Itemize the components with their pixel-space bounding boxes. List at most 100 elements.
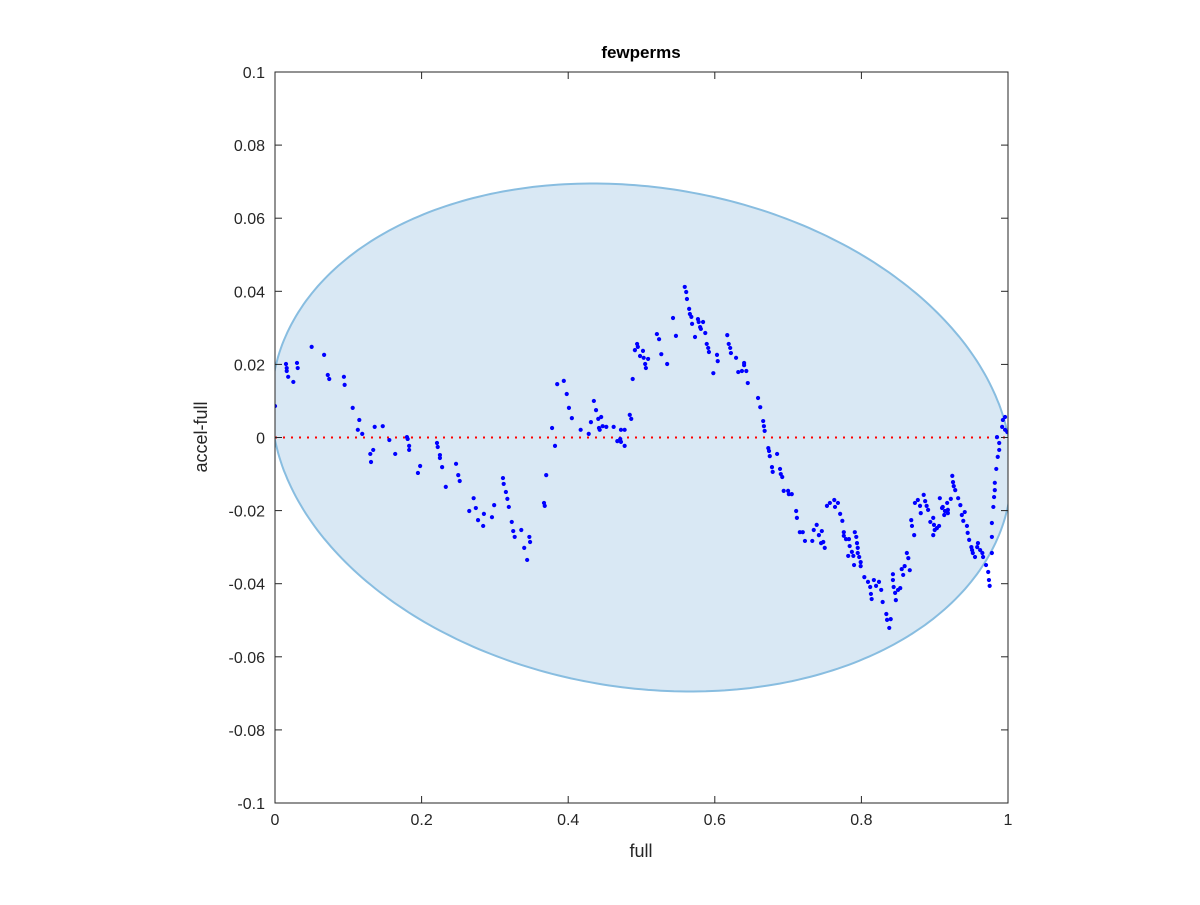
scatter-point — [893, 590, 898, 595]
scatter-point — [989, 550, 994, 556]
scatter-point — [991, 504, 996, 510]
scatter-point — [492, 503, 497, 508]
scatter-point — [703, 330, 708, 336]
scatter-point — [956, 496, 961, 501]
scatter-point — [325, 372, 330, 378]
scatter-point — [604, 424, 609, 430]
scatter-point — [755, 395, 761, 401]
scatter-point — [950, 479, 956, 485]
scatter-point — [851, 553, 856, 559]
scatter-point — [284, 365, 289, 371]
scatter-point — [728, 350, 734, 356]
scatter-point — [786, 492, 791, 497]
scatter-point — [309, 344, 314, 349]
scatter-point — [698, 326, 703, 332]
scatter-point — [857, 554, 862, 560]
scatter-point — [868, 584, 873, 590]
scatter-point — [995, 454, 1000, 459]
y-axis-label: accel-full — [191, 401, 211, 472]
scatter-point — [715, 359, 720, 364]
scatter-point — [407, 443, 412, 449]
scatter-point — [500, 475, 506, 481]
scatter-point — [659, 352, 664, 357]
x-tick-label: 1 — [1004, 812, 1013, 829]
scatter-point — [527, 534, 532, 540]
scatter-point — [862, 575, 867, 580]
scatter-point — [704, 341, 709, 347]
scatter-point — [987, 583, 992, 588]
scatter-point — [673, 333, 679, 338]
scatter-point — [794, 515, 799, 521]
scatter-point — [630, 376, 635, 382]
scatter-point — [891, 584, 896, 590]
scatter-point — [898, 585, 903, 591]
scatter-point — [509, 519, 514, 525]
scatter-point — [854, 534, 859, 540]
scatter-point — [542, 503, 547, 508]
scatter-point — [827, 500, 832, 506]
scatter-point — [994, 435, 1000, 440]
scatter-point — [980, 550, 985, 556]
scatter-point — [387, 437, 392, 443]
scatter-point — [970, 550, 975, 556]
y-tick-label: 0.1 — [243, 65, 265, 82]
scatter-point — [744, 368, 749, 374]
scatter-point — [283, 361, 289, 367]
scatter-point — [858, 564, 863, 569]
scatter-point — [692, 334, 698, 340]
scatter-point — [781, 488, 786, 493]
scatter-point — [294, 360, 300, 366]
scatter-point — [418, 463, 423, 469]
scatter-point — [869, 596, 874, 602]
scatter-point — [611, 424, 616, 430]
scatter-point — [904, 550, 909, 556]
y-tick-label: 0.06 — [234, 211, 265, 228]
y-tick-label: 0.08 — [234, 138, 265, 155]
plot-area — [275, 182, 1008, 693]
scatter-point — [810, 538, 815, 544]
y-tick-label: 0.02 — [234, 357, 265, 374]
scatter-point — [835, 500, 841, 506]
scatter-point — [789, 492, 794, 497]
scatter-point — [434, 440, 440, 446]
scatter-point — [578, 427, 583, 432]
y-tick-label: -0.06 — [229, 650, 266, 667]
scatter-point — [822, 545, 827, 550]
scatter-point — [777, 466, 783, 472]
scatter-point — [907, 568, 912, 573]
scatter-point — [435, 444, 440, 450]
x-tick-label: 0.2 — [410, 812, 432, 829]
scatter-point — [786, 488, 791, 493]
scatter-point — [275, 403, 278, 409]
scatter-point — [991, 494, 997, 500]
scatter-point — [858, 560, 863, 565]
scatter-point — [569, 416, 574, 421]
scatter-point — [622, 443, 627, 449]
scatter-point — [902, 564, 907, 569]
scatter-point — [489, 515, 495, 520]
scatter-point — [736, 369, 741, 375]
scatter-point — [682, 284, 687, 290]
scatter-point — [544, 473, 549, 478]
scatter-point — [992, 488, 997, 493]
scatter-point — [471, 496, 476, 501]
scatter-point — [923, 498, 928, 504]
scatter-point — [706, 345, 711, 351]
scatter-point — [893, 598, 898, 603]
scatter-point — [931, 532, 936, 538]
scatter-point — [1002, 414, 1008, 420]
y-tick-label: 0 — [256, 431, 265, 448]
scatter-point — [728, 345, 733, 351]
scatter-point — [917, 503, 923, 508]
scatter-point — [890, 577, 896, 583]
scatter-point — [637, 353, 643, 359]
scatter-point — [440, 465, 445, 470]
scatter-point — [840, 518, 845, 523]
y-tick-label: -0.02 — [229, 504, 266, 521]
scatter-point — [997, 447, 1002, 453]
scatter-point — [525, 557, 530, 563]
scatter-point — [841, 530, 846, 535]
scatter-point — [838, 511, 843, 516]
scatter-point — [964, 523, 970, 529]
